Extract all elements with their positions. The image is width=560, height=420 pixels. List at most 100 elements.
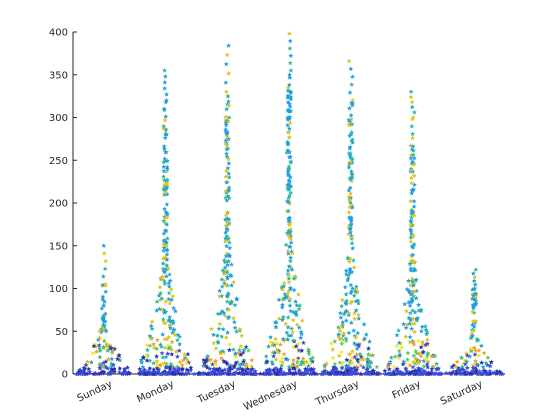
data-point bbox=[285, 336, 291, 342]
data-point bbox=[418, 366, 424, 372]
data-point bbox=[308, 371, 314, 376]
data-point bbox=[343, 301, 349, 307]
data-point bbox=[97, 370, 103, 376]
data-point bbox=[400, 361, 406, 367]
data-point bbox=[146, 369, 152, 374]
data-point bbox=[383, 371, 389, 377]
data-point bbox=[414, 288, 419, 294]
data-point bbox=[224, 216, 230, 221]
data-point bbox=[223, 141, 228, 146]
data-point bbox=[217, 288, 223, 293]
data-point bbox=[391, 364, 397, 370]
data-point bbox=[291, 357, 296, 363]
data-point bbox=[224, 233, 230, 239]
data-point bbox=[352, 354, 358, 360]
data-point bbox=[269, 359, 275, 364]
data-point bbox=[226, 156, 231, 162]
data-point bbox=[288, 226, 293, 232]
data-point bbox=[305, 346, 311, 352]
data-point bbox=[287, 89, 293, 94]
data-point bbox=[104, 345, 110, 350]
data-point bbox=[117, 357, 123, 363]
data-point bbox=[335, 324, 341, 330]
data-point bbox=[428, 371, 433, 377]
data-point bbox=[340, 319, 346, 325]
data-point bbox=[161, 174, 167, 179]
data-point bbox=[160, 316, 166, 322]
data-point bbox=[162, 360, 167, 365]
data-point bbox=[397, 352, 403, 357]
data-point bbox=[274, 340, 280, 346]
data-point bbox=[396, 348, 402, 354]
data-point bbox=[211, 340, 217, 346]
data-point bbox=[296, 306, 302, 312]
data-point bbox=[167, 367, 173, 372]
data-point bbox=[112, 346, 118, 351]
data-point bbox=[74, 371, 80, 376]
data-point bbox=[148, 323, 154, 329]
data-point bbox=[327, 370, 333, 376]
data-point bbox=[411, 198, 417, 204]
data-point bbox=[288, 190, 294, 195]
data-point bbox=[93, 343, 99, 349]
data-points bbox=[74, 31, 505, 377]
y-tick-label: 250 bbox=[49, 156, 68, 167]
data-point bbox=[156, 367, 162, 373]
data-point bbox=[103, 364, 109, 370]
data-point bbox=[412, 109, 417, 115]
data-point bbox=[297, 302, 303, 308]
data-point bbox=[333, 365, 338, 370]
data-point bbox=[464, 352, 470, 358]
data-point bbox=[346, 164, 352, 170]
data-point bbox=[394, 366, 400, 371]
data-point bbox=[328, 340, 334, 346]
data-point bbox=[231, 315, 236, 321]
data-point bbox=[101, 316, 106, 321]
data-point bbox=[285, 122, 291, 128]
data-point bbox=[276, 297, 282, 302]
data-point bbox=[352, 316, 358, 321]
data-point bbox=[409, 316, 415, 322]
data-point bbox=[348, 221, 354, 227]
data-point bbox=[484, 371, 490, 377]
data-point bbox=[161, 126, 167, 131]
data-point bbox=[408, 166, 414, 172]
data-point bbox=[268, 339, 273, 345]
data-point bbox=[154, 346, 160, 351]
data-point bbox=[347, 214, 353, 220]
data-point bbox=[213, 371, 218, 377]
data-point bbox=[411, 341, 417, 347]
data-point bbox=[164, 169, 170, 174]
data-point bbox=[287, 103, 293, 109]
data-point bbox=[347, 365, 353, 371]
data-point bbox=[221, 358, 227, 364]
data-point bbox=[163, 228, 169, 233]
data-point bbox=[410, 370, 416, 376]
data-point bbox=[288, 255, 294, 260]
data-point bbox=[409, 175, 414, 180]
data-point bbox=[473, 267, 479, 272]
data-point bbox=[419, 324, 425, 329]
data-point bbox=[363, 332, 369, 337]
data-point bbox=[179, 362, 185, 368]
data-point bbox=[332, 361, 338, 367]
data-point bbox=[211, 332, 216, 337]
data-point bbox=[185, 351, 191, 357]
data-point bbox=[310, 355, 316, 360]
y-tick-label: 50 bbox=[55, 327, 68, 338]
data-point bbox=[299, 371, 305, 377]
data-point bbox=[162, 269, 168, 274]
data-point bbox=[464, 359, 470, 364]
data-point bbox=[471, 324, 477, 329]
data-point bbox=[288, 94, 294, 100]
data-point bbox=[403, 365, 409, 371]
data-point bbox=[162, 370, 168, 376]
data-point bbox=[420, 339, 426, 345]
data-point bbox=[205, 353, 211, 359]
data-point bbox=[249, 357, 255, 363]
data-point bbox=[154, 358, 160, 364]
data-point bbox=[409, 99, 415, 105]
data-point bbox=[177, 341, 183, 347]
data-point bbox=[162, 206, 167, 212]
data-point bbox=[412, 260, 417, 265]
